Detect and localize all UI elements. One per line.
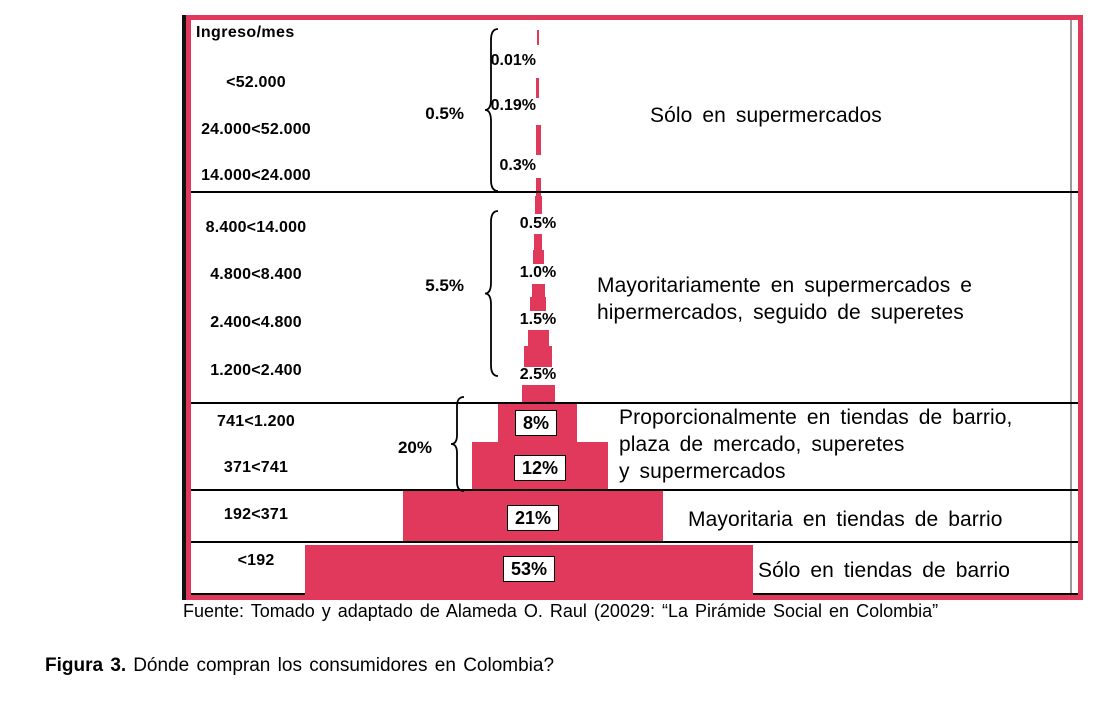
income-label-row6: 1.200<2.400 (210, 362, 302, 379)
bar-value-label-21pct: 21% (506, 505, 560, 531)
section-divider-line-3 (191, 489, 1078, 491)
section-divider-line-4 (191, 541, 1078, 543)
spike-value-label-1.0: 1.0% (519, 264, 557, 281)
income-label-row10: <192 (237, 552, 275, 569)
figure-caption-prefix: Figura 3. (45, 655, 127, 676)
description-line: plaza de mercado, superetes (619, 433, 905, 456)
spike-value-label-0.3: 0.3% (499, 157, 536, 174)
section-divider-line-1 (191, 191, 1078, 193)
curly-brace-lower-group (450, 396, 465, 492)
pyramid-spike-segment (536, 78, 539, 98)
curly-brace-top-group (484, 28, 499, 192)
bar-value-label-8pct: 8% (514, 410, 558, 436)
bracket-label-group1: 5.5% (425, 276, 464, 295)
pyramid-spike-segment (536, 178, 541, 196)
source-note: Fuente: Tomado y adaptado de Alameda O. … (183, 601, 939, 621)
segment-description-supermercados: Sólo en supermercados (650, 102, 882, 129)
bracket-label-group0: 0.5% (425, 104, 464, 123)
pyramid-spike-segment (524, 346, 552, 367)
frame-left-black-line (182, 15, 186, 600)
bracket-label-group2: 20% (397, 438, 432, 457)
income-label-row5: 2.400<4.800 (210, 314, 302, 331)
spike-value-label-0.19: 0.19% (490, 97, 536, 114)
segment-description-mayoritaria-tiendas: Mayoritaria en tiendas de barrio (688, 506, 1003, 533)
income-label-row3: 8.400<14.000 (205, 219, 307, 236)
pyramid-spike-segment (532, 284, 545, 297)
pyramid-spike-segment (535, 196, 542, 214)
spike-value-label-0.01: 0.01% (490, 52, 536, 69)
description-line: Sólo en supermercados (650, 104, 882, 127)
pyramid-spike-segment (530, 297, 546, 311)
segment-description-solo-tiendas: Sólo en tiendas de barrio (758, 557, 1010, 584)
figure-caption: Figura 3. Dónde compran los consumidores … (45, 655, 554, 677)
income-label-row9: 192<371 (223, 506, 289, 523)
pyramid-spike-segment (537, 30, 539, 45)
segment-description-mayoritariamente: Mayoritariamente en supermercados e hipe… (597, 272, 972, 326)
description-line: hipermercados, seguido de superetes (597, 301, 964, 324)
income-label-row8: 371<741 (223, 459, 289, 476)
curly-brace-middle-group (484, 210, 499, 377)
figure-caption-text: Dónde compran los consumidores en Colomb… (133, 655, 555, 676)
segment-description-proporcionalmente: Proporcionalmente en tiendas de barrio, … (619, 404, 1012, 485)
spike-value-label-1.5: 1.5% (519, 311, 557, 328)
figure-border-box (186, 15, 1083, 600)
pyramid-spike-segment (534, 234, 542, 250)
spike-value-label-2.5: 2.5% (519, 366, 557, 383)
pyramid-spike-segment (533, 250, 544, 264)
frame-inner-right-shadow-line (1070, 20, 1072, 595)
income-axis-label: Ingreso/mes (196, 24, 295, 41)
bottom-edge-line-left (191, 593, 305, 595)
income-label-row0: <52.000 (226, 74, 286, 91)
description-line: Proporcionalmente en tiendas de barrio, (619, 406, 1013, 429)
pyramid-spike-segment (522, 385, 555, 404)
description-line: Mayoritaria en tiendas de barrio (688, 508, 1003, 531)
bottom-edge-line-right (753, 593, 1078, 595)
pyramid-spike-segment (528, 330, 549, 346)
income-label-row2: 14.000<24.000 (201, 167, 311, 184)
income-label-row1: 24.000<52.000 (201, 121, 311, 138)
bar-value-label-12pct: 12% (513, 455, 567, 481)
spike-value-label-0.5: 0.5% (519, 215, 557, 232)
pyramid-spike-segment (536, 125, 541, 155)
description-line: y supermercados (619, 460, 786, 483)
section-divider-line-2 (191, 402, 1078, 404)
description-line: Mayoritariamente en supermercados e (597, 274, 973, 297)
income-label-row7: 741<1.200 (217, 413, 295, 430)
bar-value-label-53pct: 53% (502, 556, 556, 582)
income-label-row4: 4.800<8.400 (210, 266, 302, 283)
description-line: Sólo en tiendas de barrio (758, 559, 1010, 582)
